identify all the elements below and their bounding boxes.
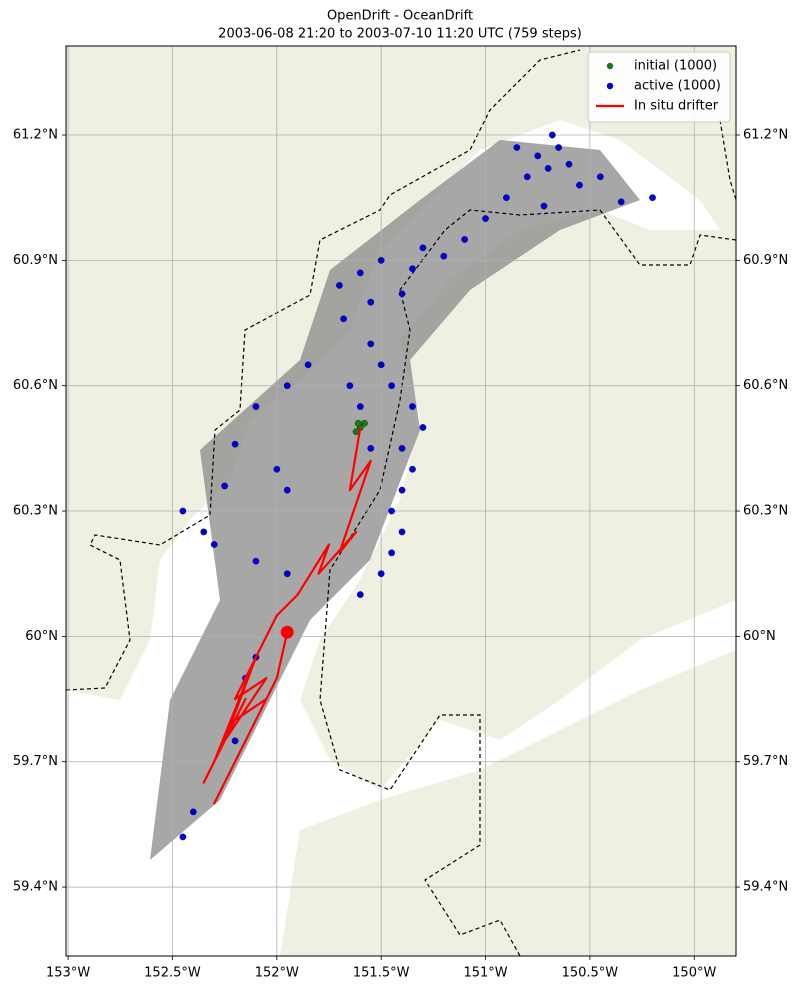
y-tick-label-right: 61.2°N — [743, 127, 788, 142]
particle — [221, 482, 228, 490]
x-tick-label: 150°W — [672, 966, 716, 981]
particle — [283, 382, 291, 390]
particle — [398, 528, 406, 536]
title: OpenDrift - OceanDrift — [327, 9, 473, 24]
particle — [409, 465, 416, 473]
particle — [200, 528, 208, 536]
particle — [210, 541, 218, 548]
particle — [440, 252, 448, 260]
particle — [367, 445, 375, 452]
y-tick-label: 60.9°N — [13, 253, 58, 268]
subtitle: 2003-06-08 21:20 to 2003-07-10 11:20 UTC… — [218, 27, 582, 42]
particle — [252, 403, 260, 410]
particle — [356, 591, 364, 598]
particle — [398, 486, 406, 494]
x-tick-label: 153°W — [46, 966, 90, 981]
particle — [189, 808, 197, 816]
particle — [419, 424, 427, 431]
legend-marker — [606, 82, 614, 90]
y-tick-label: 61.2°N — [13, 127, 58, 142]
particle — [340, 315, 347, 323]
particle — [354, 419, 362, 427]
y-tick-label: 59.7°N — [13, 754, 58, 769]
particle — [283, 570, 291, 578]
particle — [377, 256, 385, 264]
legend-box — [587, 51, 731, 123]
y-tick-label-right: 60°N — [743, 629, 776, 644]
particle — [367, 340, 375, 348]
y-tick-label: 60.6°N — [13, 378, 58, 393]
particle — [179, 833, 187, 841]
particle — [565, 160, 573, 168]
legend-label: initial (1000) — [634, 59, 717, 74]
particle — [336, 282, 343, 289]
particle — [409, 265, 416, 273]
particle — [388, 382, 395, 390]
particle — [461, 236, 469, 243]
particle — [356, 403, 364, 410]
particle — [388, 507, 395, 515]
drifter-end — [280, 625, 294, 639]
particle — [482, 215, 489, 222]
particle — [361, 419, 368, 427]
peninsula — [280, 650, 736, 956]
particle — [409, 403, 416, 410]
particle — [503, 194, 510, 202]
particle — [513, 144, 521, 151]
y-tick-label-right: 60.6°N — [743, 378, 788, 393]
particle — [617, 198, 625, 206]
grid: 153°W 152.5°W 152°W 151.5°W 151°W 150.5°W 150°… — [13, 46, 788, 981]
y-tick-label: 60.3°N — [13, 504, 58, 519]
particle — [346, 382, 354, 390]
particle — [273, 465, 281, 473]
x-tick-label: 150.5°W — [562, 966, 619, 981]
y-tick-label-right: 60.9°N — [743, 253, 788, 268]
particle — [388, 549, 395, 557]
particle — [534, 152, 542, 160]
particle — [231, 440, 239, 448]
legend-marker — [606, 62, 614, 70]
particle — [540, 202, 548, 210]
y-tick-label-right: 59.4°N — [743, 880, 788, 895]
x-tick-label: 151.5°W — [353, 966, 410, 981]
drifter-track — [202, 427, 372, 805]
particle — [304, 361, 312, 369]
legend-label: In situ drifter — [634, 99, 719, 114]
data — [179, 131, 656, 841]
trajectory-swath — [150, 140, 640, 860]
particle — [231, 737, 239, 745]
particle — [596, 173, 604, 181]
plot-frame — [65, 45, 737, 957]
legend-label: active (1000) — [634, 79, 721, 94]
boundary-east — [319, 209, 736, 956]
particle — [252, 557, 260, 565]
y-tick-label-right: 59.7°N — [743, 754, 788, 769]
particle — [377, 361, 385, 369]
particle — [377, 570, 385, 578]
legend: initial (1000) active (1000) In situ drift… — [587, 51, 731, 123]
particle — [367, 298, 375, 306]
x-tick-label: 151°W — [463, 966, 507, 981]
y-tick-label: 60°N — [25, 629, 58, 644]
particle — [398, 445, 406, 452]
particle — [356, 269, 364, 277]
x-tick-label: 152.5°W — [144, 966, 201, 981]
particle — [548, 131, 556, 139]
particle — [544, 165, 552, 172]
particle — [649, 194, 656, 202]
particle — [398, 290, 406, 298]
particle — [576, 181, 583, 189]
particle — [523, 173, 531, 181]
y-tick-label: 59.4°N — [13, 880, 58, 895]
x-tick-label: 152°W — [255, 966, 299, 981]
particle — [419, 244, 427, 252]
particle — [283, 486, 291, 494]
particle — [555, 144, 562, 151]
map-layers — [66, 46, 736, 956]
particle — [179, 507, 187, 515]
y-tick-label-right: 60.3°N — [743, 504, 788, 519]
